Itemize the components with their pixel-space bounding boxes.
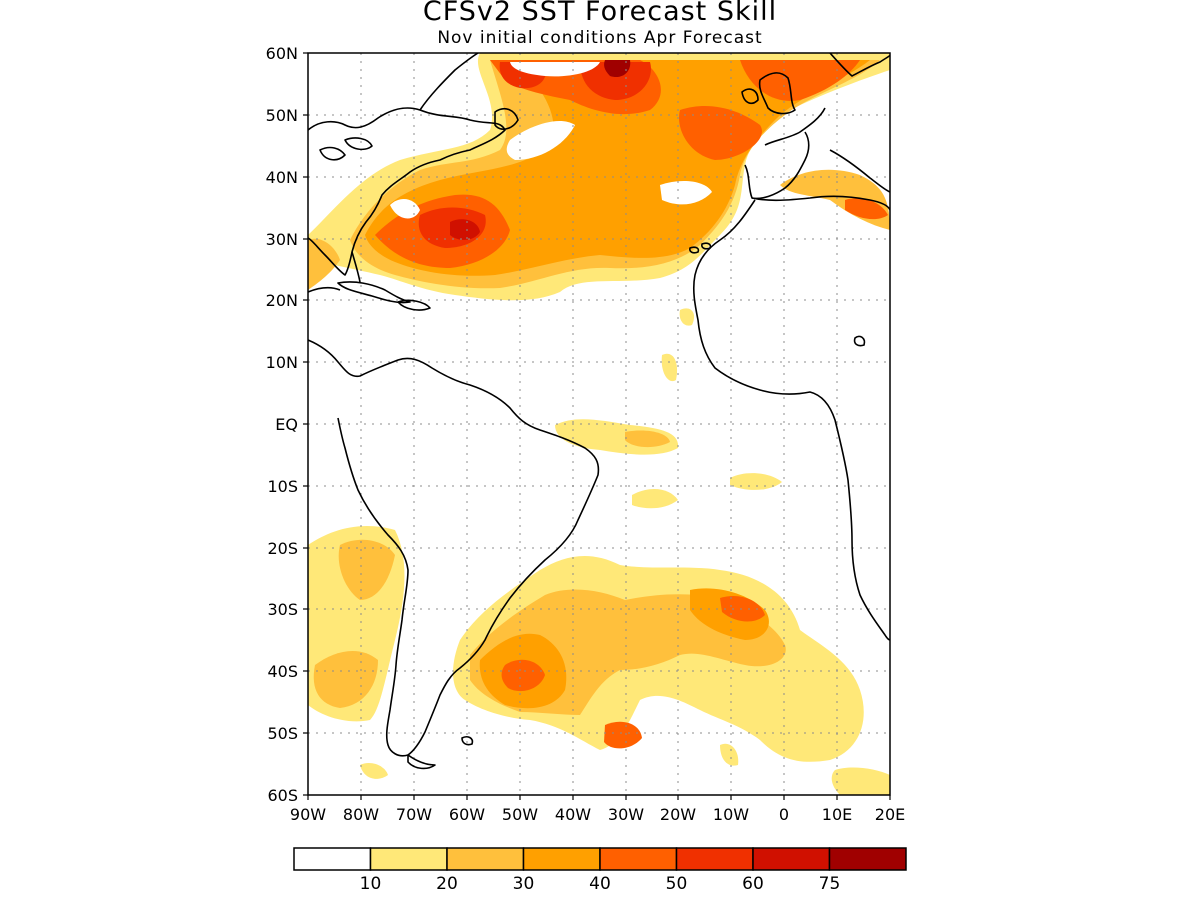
coast-cape-verde [853, 335, 866, 347]
coast-cuba [337, 281, 411, 304]
lon-label: 20E [875, 805, 905, 824]
map-subtitle: Nov initial conditions Apr Forecast [437, 28, 763, 48]
skill-region-eq-3 [730, 473, 782, 490]
colorbar-label: 10 [360, 874, 382, 894]
lon-label: 60W [449, 805, 485, 824]
lat-label: 50S [267, 724, 298, 743]
skill-region-sa-40b [604, 721, 642, 749]
lon-label: 30W [608, 805, 644, 824]
colorbar-swatch [446, 847, 525, 871]
skill-region-eq-4 [661, 353, 678, 382]
lat-label: 40S [267, 662, 298, 681]
coast-great-lakes [319, 137, 373, 161]
lat-label: 20N [266, 291, 298, 310]
lon-label: 40W [555, 805, 591, 824]
coast-italy [829, 149, 890, 193]
coast-north-america [308, 107, 506, 276]
axis-ticks [303, 52, 891, 800]
coast-ireland [741, 88, 759, 105]
skill-region-na-50b [580, 62, 651, 100]
lon-label: 50W [502, 805, 538, 824]
colorbar: 10 20 30 40 50 60 75 [293, 847, 907, 894]
skill-region-sa-3 [831, 767, 890, 795]
skill-region-gulf [308, 238, 340, 290]
colorbar-swatch [522, 847, 601, 871]
lon-label: 10E [822, 805, 852, 824]
lat-label: 60N [266, 44, 298, 63]
colorbar-label: 75 [819, 874, 841, 894]
skill-hole-1 [390, 198, 420, 219]
colorbar-swatch [369, 847, 448, 871]
coast-britain [758, 72, 796, 115]
coast-hispaniola [397, 299, 431, 311]
lat-label: 50N [266, 106, 298, 125]
skill-region-sepac-2 [360, 763, 388, 779]
lat-label: 40N [266, 168, 298, 187]
lon-label: 90W [290, 805, 326, 824]
coastlines [308, 53, 890, 770]
coast-tierra-del-fuego [407, 754, 436, 770]
coast-south-america [308, 339, 600, 757]
lat-label: 20S [267, 539, 298, 558]
lon-label: 10W [713, 805, 749, 824]
colorbar-label: 60 [742, 874, 764, 894]
colorbar-swatch [752, 847, 831, 871]
coast-labrador [419, 53, 479, 111]
map-title: CFSv2 SST Forecast Skill [422, 0, 778, 27]
coast-france [764, 107, 826, 146]
colorbar-label: 30 [513, 874, 535, 894]
skill-region-na-60 [450, 219, 480, 240]
skill-hole-2 [506, 120, 575, 160]
skill-region-sa-2 [760, 692, 839, 752]
coast-newfoundland [494, 108, 519, 130]
skill-region-eq-2 [632, 488, 678, 509]
lat-label: 30S [267, 600, 298, 619]
lon-label: 70W [396, 805, 432, 824]
skill-region-eq-20 [625, 430, 670, 448]
lon-label: 20W [660, 805, 696, 824]
skill-shading [308, 53, 890, 795]
coast-florida [308, 251, 361, 293]
colorbar-swatch [599, 847, 678, 871]
longitude-labels: 90W 80W 70W 60W 50W 40W 30W 20W 10W 0 10… [290, 805, 905, 824]
skill-region-eq-5 [679, 308, 695, 326]
skill-region-sa-40c [720, 595, 765, 622]
coast-africa [692, 199, 890, 641]
coast-canaries [689, 242, 712, 254]
lat-label: 30N [266, 230, 298, 249]
coast-iberia [744, 131, 810, 200]
coast-scandinavia [829, 53, 890, 77]
colorbar-label: 40 [589, 874, 611, 894]
skill-region-na-75 [604, 60, 631, 78]
lat-label: 10S [267, 477, 298, 496]
skill-region-med-40 [845, 198, 888, 220]
skill-region-na-40c [679, 105, 762, 160]
colorbar-label: 20 [436, 874, 458, 894]
skill-region-sa-40 [501, 659, 545, 692]
colorbar-swatch [293, 847, 372, 871]
gridlines [308, 53, 890, 795]
skill-region-sepac-20b [313, 650, 378, 708]
lat-label: 10N [266, 353, 298, 372]
lat-label: EQ [275, 415, 298, 434]
skill-hole-4 [510, 62, 600, 77]
lon-label: 80W [343, 805, 379, 824]
skill-region-na-40d [740, 60, 860, 101]
lat-label: 60S [267, 786, 298, 805]
coast-falklands [461, 736, 474, 746]
coast-north-africa-med [751, 195, 890, 211]
skill-region-sepac-20 [338, 539, 395, 600]
latitude-labels: 60N 50N 40N 30N 20N 10N EQ 10S 20S 30S 4… [266, 44, 298, 805]
skill-region-sa-4 [720, 743, 739, 766]
colorbar-swatch [675, 847, 754, 871]
colorbar-label: 50 [666, 874, 688, 894]
skill-hole-3 [660, 180, 712, 205]
colorbar-swatch [828, 847, 907, 871]
lon-label: 0 [779, 805, 789, 824]
